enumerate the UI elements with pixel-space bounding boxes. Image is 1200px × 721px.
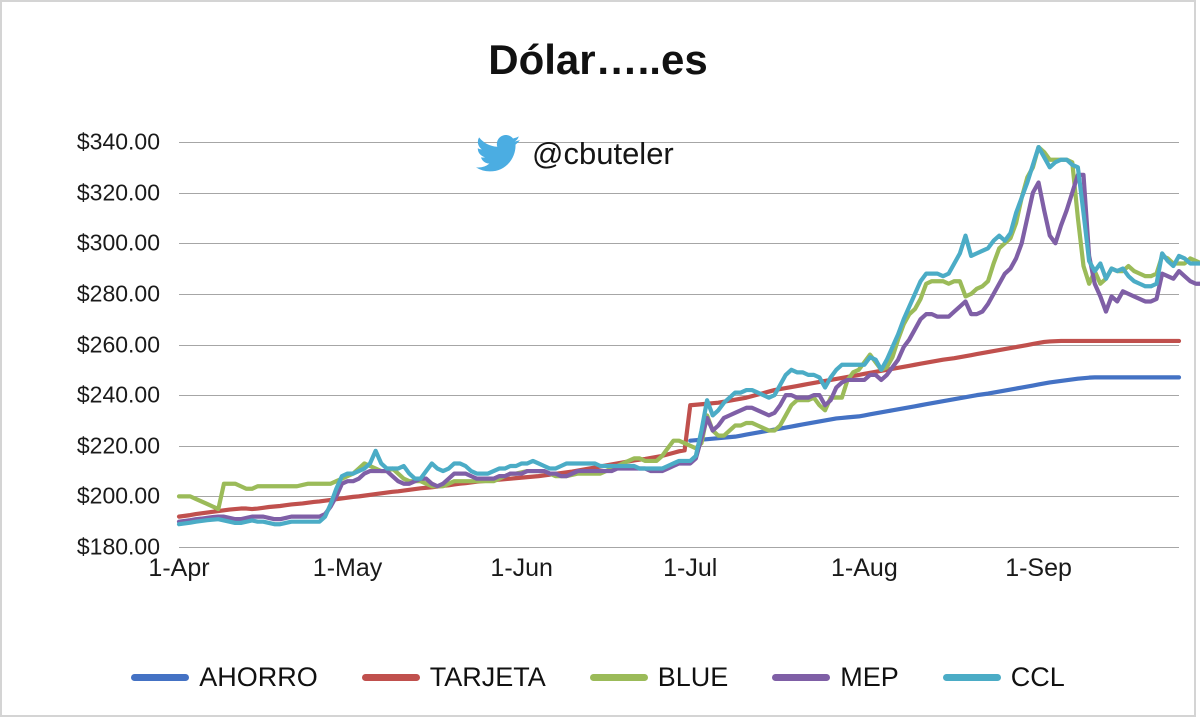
series-line-ahorro [688,375,1182,443]
chart-legend: AHORRO TARJETA BLUE MEP CCL [2,662,1194,693]
gridline [179,192,1179,194]
gridline [179,496,1179,498]
gridline [179,142,1179,143]
legend-swatch-ahorro [131,674,190,681]
x-axis-tick-label: 1-Aug [831,554,898,582]
y-axis-tick-label: $300.00 [76,229,160,256]
gridline [179,344,1179,346]
watermark-handle: @cbuteler [532,136,674,171]
x-axis-tick-label: 1-Jun [490,554,553,582]
legend-item-mep[interactable]: MEP [772,662,899,693]
y-axis-tick-label: $260.00 [76,331,160,357]
legend-item-ccl[interactable]: CCL [942,662,1065,693]
gridline [179,445,1179,447]
series-line-blue [176,144,1200,512]
x-axis-labels: 1-Apr 1-May 1-Jun 1-Jul 1-Aug 1-Sep [148,554,1179,600]
y-axis-tick-label: $200.00 [76,482,160,509]
legend-item-blue[interactable]: BLUE [589,662,729,693]
legend-label: MEP [840,662,899,692]
y-axis-tick-label: $180.00 [76,533,160,560]
series-line-mep [176,172,1200,524]
gridlines [179,142,1179,548]
y-axis-tick-label: $340.00 [76,128,160,155]
watermark: @cbuteler [476,135,674,173]
legend-swatch-ccl [942,674,1001,681]
twitter-bird-icon [476,135,520,172]
x-axis-tick-label: 1-Apr [148,554,210,582]
series-line-tarjeta [176,338,1182,519]
legend-item-ahorro[interactable]: AHORRO [131,662,318,693]
chart-title: Dólar…..es [488,36,708,83]
x-axis-tick-label: 1-Jul [663,554,718,582]
gridline [179,243,1179,245]
legend-swatch-tarjeta [361,674,420,681]
legend-swatch-blue [589,674,648,681]
y-axis-tick-label: $240.00 [76,381,160,408]
gridline [179,395,1179,397]
gridline [179,293,1179,295]
legend-item-tarjeta[interactable]: TARJETA [361,662,546,693]
legend-label: AHORRO [199,662,318,692]
legend-label: CCL [1010,662,1065,692]
gridline [179,547,1179,548]
legend-label: TARJETA [429,662,546,692]
y-axis-tick-label: $220.00 [76,432,160,459]
x-axis-tick-label: 1-May [312,554,383,582]
legend-swatch-mep [772,674,831,681]
y-axis-labels: $340.00 $320.00 $300.00 $280.00 $260.00 $240.… [2,129,172,560]
series-line-ccl [176,144,1200,527]
x-axis-tick-label: 1-Sep [1005,554,1072,582]
plot-area [176,142,1200,548]
y-axis-tick-label: $280.00 [76,280,160,307]
series-layer [176,144,1200,527]
legend-label: BLUE [657,662,729,692]
y-axis-tick-label: $320.00 [76,179,160,206]
